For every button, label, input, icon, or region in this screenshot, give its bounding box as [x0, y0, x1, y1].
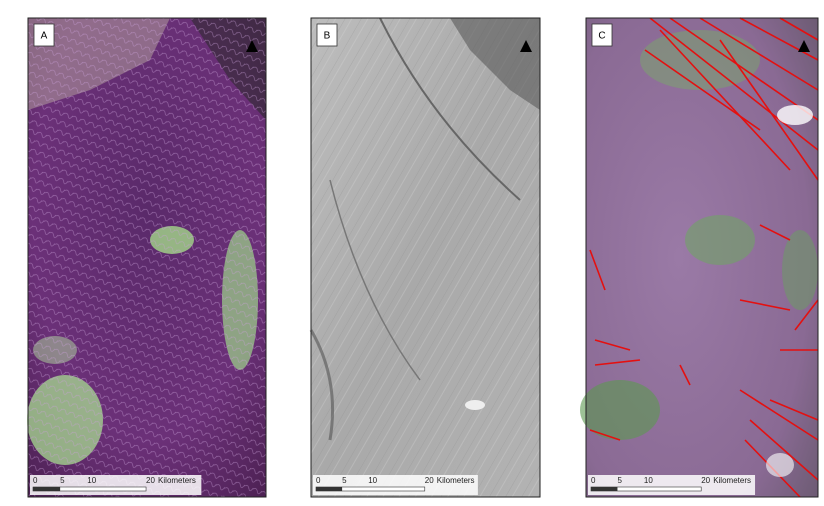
- scale-bar-segment: [316, 487, 342, 491]
- panel-c: [580, 18, 818, 497]
- panel-label: C: [598, 31, 605, 42]
- scale-tick-label: 10: [87, 476, 96, 485]
- panel-label: A: [41, 31, 48, 42]
- scale-tick-label: 20: [425, 476, 434, 485]
- scale-tick-label: 5: [60, 476, 65, 485]
- scale-unit: Kilometers: [713, 476, 751, 485]
- scale-unit: Kilometers: [437, 476, 475, 485]
- scale-tick-label: 0: [316, 476, 321, 485]
- figure: A051020KilometersB051020KilometersC05102…: [0, 0, 824, 506]
- panel-a: [27, 18, 266, 497]
- scale-tick-label: 0: [33, 476, 38, 485]
- scale-tick-label: 10: [368, 476, 377, 485]
- scale-unit: Kilometers: [158, 476, 196, 485]
- scale-tick-label: 0: [591, 476, 596, 485]
- scale-tick-label: 5: [617, 476, 622, 485]
- scale-tick-label: 10: [644, 476, 653, 485]
- scale-tick-label: 20: [701, 476, 710, 485]
- scale-bar-segment: [33, 487, 60, 491]
- panel-label: B: [324, 31, 331, 42]
- scale-bar-segment: [591, 487, 617, 491]
- scale-tick-label: 20: [146, 476, 155, 485]
- panel-b: [311, 18, 540, 497]
- scale-tick-label: 5: [342, 476, 347, 485]
